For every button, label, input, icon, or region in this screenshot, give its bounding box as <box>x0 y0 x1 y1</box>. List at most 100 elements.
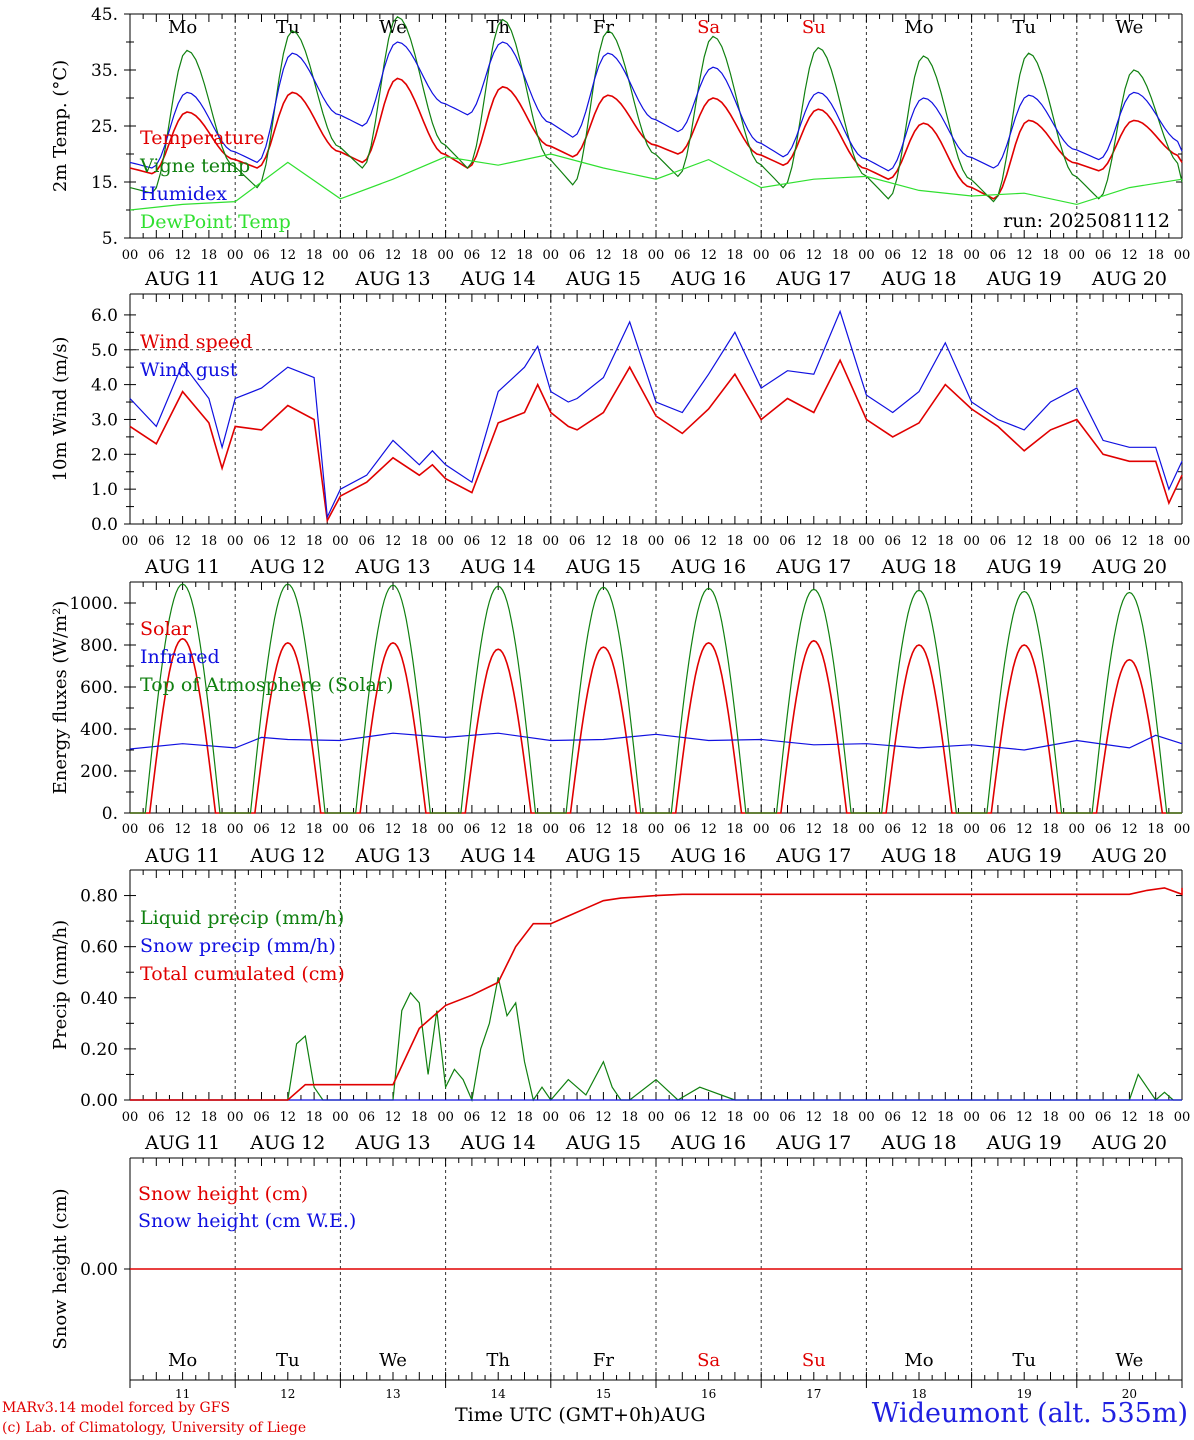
day-number-label: 15 <box>596 1387 611 1401</box>
credit-model: MARv3.14 model forced by GFS <box>2 1400 231 1416</box>
hour-label: 00 <box>1069 248 1086 263</box>
y-tick-label: 35. <box>91 61 118 81</box>
date-label: AUG 15 <box>565 556 641 578</box>
date-label: AUG 19 <box>986 268 1062 290</box>
hour-label: 18 <box>201 248 218 263</box>
y-tick-label: 45. <box>91 5 118 25</box>
series-line-wind-speed <box>129 358 1183 524</box>
hour-label: 18 <box>201 1110 218 1125</box>
y-tick-label: 5. <box>102 229 118 249</box>
series-line-wind-gust <box>129 309 1183 520</box>
credit-lab: (c) Lab. of Climatology, University of L… <box>2 1420 307 1436</box>
date-label: AUG 20 <box>1091 1132 1167 1154</box>
hour-label: 18 <box>516 822 533 837</box>
date-label: AUG 13 <box>354 268 430 290</box>
date-label: AUG 11 <box>144 268 220 290</box>
hour-label: 12 <box>385 822 402 837</box>
hour-label: 00 <box>1069 1110 1086 1125</box>
date-label: AUG 20 <box>1091 268 1167 290</box>
series-line-dewpoint-temp <box>129 153 1183 211</box>
panel-temp: 5. 15. 25. 35. 45. 2m Temp. (°C) Mo Tu We Th Fr Sa S… <box>50 5 1190 290</box>
hour-label: 00 <box>543 248 560 263</box>
hour-label: 00 <box>963 534 980 549</box>
hour-label: 18 <box>937 822 954 837</box>
hour-label: 06 <box>569 822 586 837</box>
hour-label: 18 <box>306 248 323 263</box>
hour-label: 06 <box>779 534 796 549</box>
day-number-label: 11 <box>175 1387 190 1401</box>
date-label: AUG 13 <box>354 556 430 578</box>
y-tick-label: 2.0 <box>91 445 118 465</box>
y-axis-label: Precip (mm/h) <box>50 920 71 1050</box>
hour-label: 18 <box>306 534 323 549</box>
y-tick-label: 0.00 <box>80 1260 118 1280</box>
y-tick-label: 0.60 <box>80 938 118 958</box>
date-label: AUG 17 <box>775 1132 851 1154</box>
hour-label: 18 <box>201 822 218 837</box>
weekday-label: Mo <box>904 17 933 38</box>
hour-label: 12 <box>1016 534 1033 549</box>
hour-label: 18 <box>306 822 323 837</box>
hour-label: 00 <box>858 822 875 837</box>
hour-label: 06 <box>148 822 165 837</box>
day-number-label: 16 <box>701 1387 716 1401</box>
hour-label: 18 <box>1042 1110 1059 1125</box>
hour-label: 00 <box>1174 534 1191 549</box>
hour-label: 00 <box>332 534 349 549</box>
hour-label: 18 <box>411 248 428 263</box>
hour-label: 06 <box>569 534 586 549</box>
station-name: Wideumont (alt. 535m) <box>871 1398 1188 1429</box>
hour-label: 00 <box>753 822 770 837</box>
hour-label: 18 <box>1042 248 1059 263</box>
hour-label: 06 <box>674 534 691 549</box>
hour-label: 18 <box>1147 1110 1164 1125</box>
hour-label: 00 <box>753 1110 770 1125</box>
weekday-label: We <box>379 17 407 38</box>
weekday-label: Th <box>486 17 510 38</box>
hour-label: 18 <box>516 1110 533 1125</box>
hour-label: 06 <box>674 248 691 263</box>
hour-label: 06 <box>1095 248 1112 263</box>
hour-label: 18 <box>727 1110 744 1125</box>
legend-entry: Wind speed <box>140 331 252 353</box>
date-label: AUG 18 <box>880 1132 956 1154</box>
hour-label: 00 <box>858 248 875 263</box>
hour-label: 18 <box>516 248 533 263</box>
hour-label: 06 <box>358 248 375 263</box>
date-label: AUG 16 <box>670 556 746 578</box>
hour-label: 12 <box>490 534 507 549</box>
weekday-label: Mo <box>904 1350 933 1371</box>
hour-label: 12 <box>1121 822 1138 837</box>
date-label: AUG 16 <box>670 268 746 290</box>
hour-label: 12 <box>806 1110 823 1125</box>
panel-snow: 0.00 Snow height (cm) Mo 11 Tu 12 We 13 Th 14 Fr 15… <box>50 1157 1183 1401</box>
hour-label: 12 <box>174 1110 191 1125</box>
hour-label: 06 <box>779 822 796 837</box>
hour-label: 12 <box>490 822 507 837</box>
hour-label: 00 <box>332 248 349 263</box>
y-tick-label: 1.0 <box>91 480 118 500</box>
date-label: AUG 14 <box>460 1132 536 1154</box>
hour-label: 00 <box>437 534 454 549</box>
hour-label: 00 <box>1069 534 1086 549</box>
hour-label: 06 <box>884 248 901 263</box>
day-number-label: 20 <box>1122 1387 1137 1401</box>
hour-label: 00 <box>437 1110 454 1125</box>
hour-label: 18 <box>727 822 744 837</box>
day-number-label: 18 <box>911 1387 926 1401</box>
hour-label: 06 <box>990 534 1007 549</box>
hour-label: 06 <box>253 534 270 549</box>
hour-label: 06 <box>358 822 375 837</box>
y-axis-label: Energy fluxes (W/m²) <box>50 601 71 795</box>
weekday-label: Tu <box>276 17 300 38</box>
hour-label: 12 <box>595 822 612 837</box>
y-axis-label: 2m Temp. (°C) <box>50 60 71 192</box>
y-tick-label: 0.00 <box>80 1091 118 1111</box>
hour-label: 18 <box>621 1110 638 1125</box>
hour-label: 18 <box>306 1110 323 1125</box>
hour-label: 12 <box>174 248 191 263</box>
y-tick-label: 800. <box>80 636 118 656</box>
hour-label: 12 <box>595 1110 612 1125</box>
weekday-label: Su <box>802 1350 826 1371</box>
hour-label: 12 <box>700 534 717 549</box>
